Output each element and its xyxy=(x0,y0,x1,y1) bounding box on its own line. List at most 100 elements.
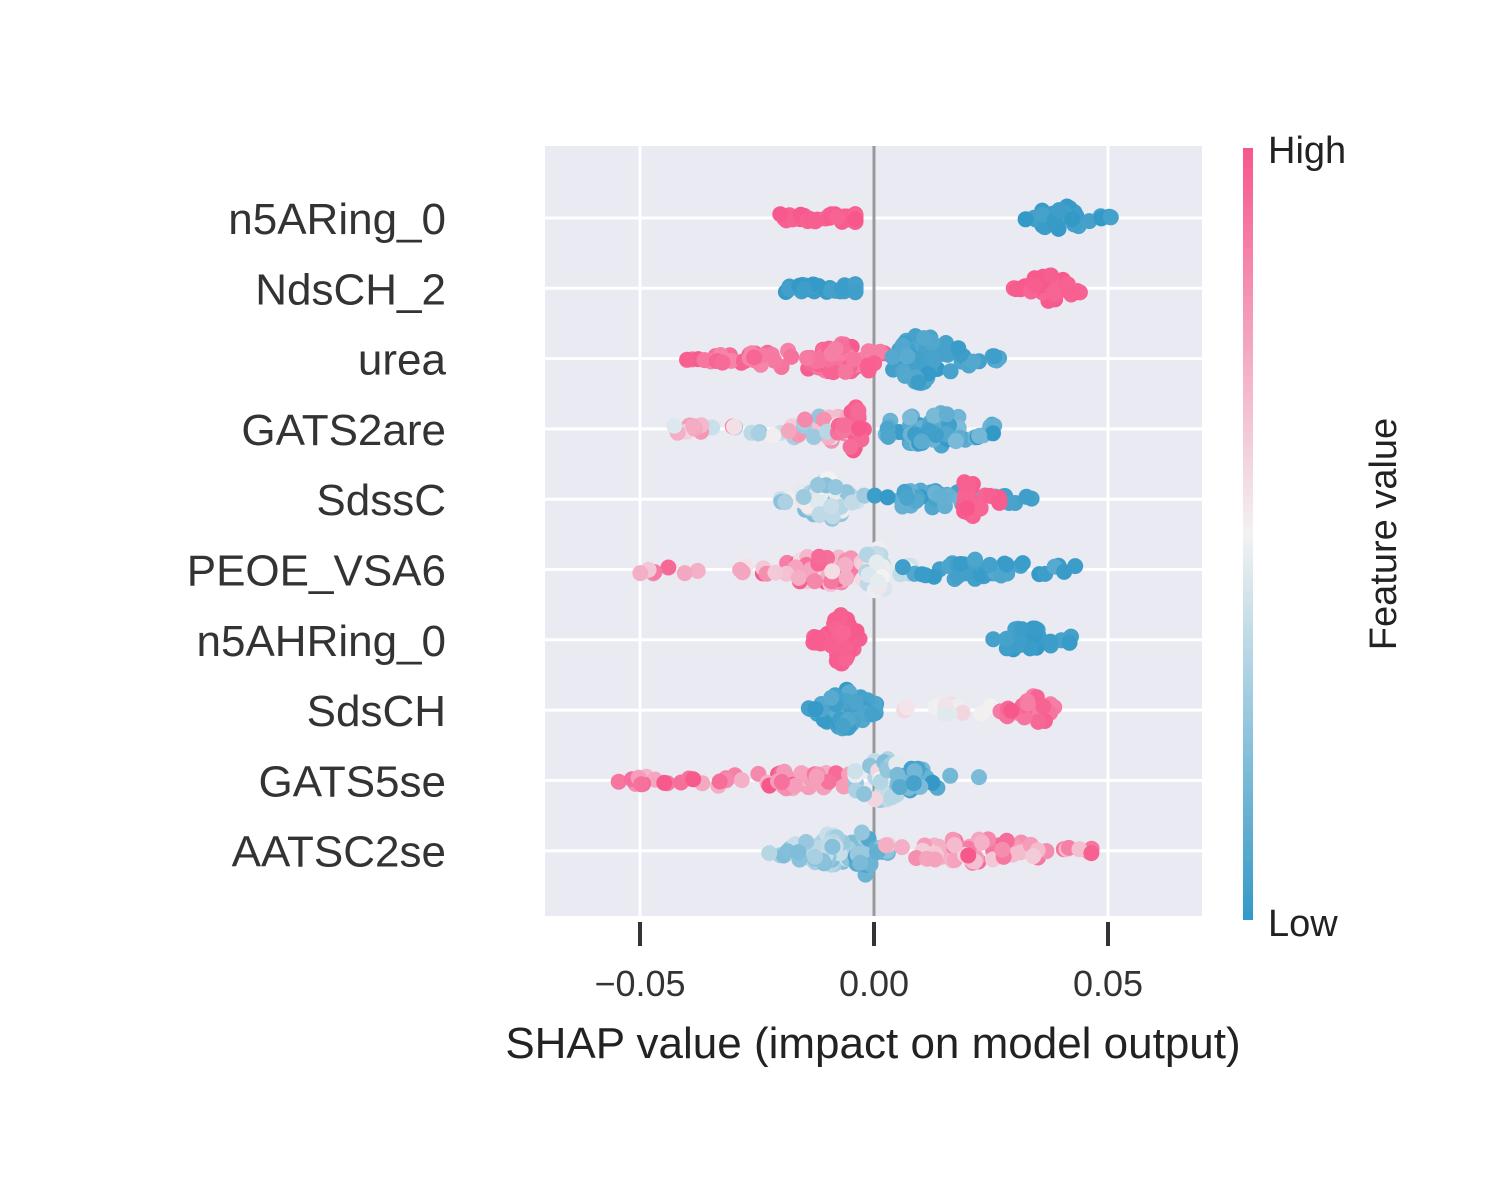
shap-point xyxy=(1061,634,1078,651)
shap-point xyxy=(847,693,864,710)
shap-point xyxy=(864,706,881,723)
shap-point xyxy=(772,206,789,223)
shap-point xyxy=(847,763,863,780)
shap-point xyxy=(765,427,782,444)
feature-label: SdsCH xyxy=(307,687,446,736)
shap-point xyxy=(815,411,832,428)
shap-point xyxy=(981,556,998,573)
shap-point xyxy=(837,557,854,573)
shap-point xyxy=(853,824,870,841)
shap-point xyxy=(746,349,763,366)
colorbar-low-label: Low xyxy=(1268,903,1338,945)
shap-point xyxy=(848,623,865,640)
shap-point xyxy=(868,554,885,571)
shap-point xyxy=(807,701,824,718)
shap-point xyxy=(845,351,862,368)
shap-point xyxy=(1016,709,1033,726)
x-axis-ticks: −0.05 0.00 0.05 xyxy=(594,922,1143,1004)
feature-label: GATS5se xyxy=(259,757,446,806)
shap-point xyxy=(656,774,673,791)
shap-point xyxy=(633,776,650,793)
shap-point xyxy=(950,340,967,357)
shap-point xyxy=(835,778,852,795)
shap-point xyxy=(632,565,649,582)
shap-point xyxy=(1025,848,1042,865)
shap-point xyxy=(835,625,852,641)
shap-point xyxy=(714,354,731,371)
shap-point xyxy=(808,493,825,510)
shap-point xyxy=(949,568,966,585)
shap-point xyxy=(1018,488,1035,505)
shap-point xyxy=(847,283,864,300)
shap-point xyxy=(891,779,908,795)
shap-point xyxy=(726,418,743,435)
shap-point xyxy=(733,772,750,789)
shap-point xyxy=(1026,277,1043,294)
shap-point xyxy=(1034,206,1051,223)
shap-point xyxy=(869,573,886,590)
shap-point xyxy=(811,352,828,369)
shap-point xyxy=(916,330,933,347)
shap-point xyxy=(732,561,749,578)
colorbar-high-label: High xyxy=(1268,130,1346,172)
shap-point xyxy=(1071,841,1088,858)
shap-point xyxy=(824,838,841,855)
shap-point xyxy=(914,566,930,583)
shap-point xyxy=(610,773,627,790)
shap-point xyxy=(899,489,915,506)
shap-point xyxy=(807,213,824,230)
shap-point xyxy=(952,556,969,572)
feature-label: NdsCH_2 xyxy=(255,265,446,314)
shap-point xyxy=(811,506,828,523)
shap-point xyxy=(965,353,982,370)
shap-point xyxy=(967,551,984,568)
shap-point xyxy=(827,479,844,496)
feature-label: AATSC2se xyxy=(232,828,446,877)
shap-point xyxy=(1051,202,1067,219)
shap-point xyxy=(1045,284,1062,301)
shap-point xyxy=(660,559,677,576)
shap-point xyxy=(998,556,1015,573)
shap-point xyxy=(795,489,812,505)
shap-point xyxy=(905,775,922,792)
beeswarm-points xyxy=(610,198,1119,883)
shap-point xyxy=(866,487,883,504)
feature-label: SdssC xyxy=(316,476,446,525)
shap-point xyxy=(856,786,873,802)
shap-point xyxy=(685,418,702,435)
shap-point xyxy=(960,477,977,494)
shap-point xyxy=(796,281,813,298)
shap-point xyxy=(696,352,713,369)
shap-point xyxy=(896,366,913,382)
colorbar-title: Feature value xyxy=(1363,418,1405,650)
shap-point xyxy=(851,420,867,437)
shap-point xyxy=(937,335,954,351)
shap-point xyxy=(860,343,877,360)
shap-point xyxy=(1027,620,1044,637)
shap-point xyxy=(998,630,1015,647)
shap-point xyxy=(824,563,841,580)
shap-point xyxy=(809,477,826,494)
shap-point xyxy=(843,494,860,511)
shap-point xyxy=(946,837,963,854)
shap-point xyxy=(823,637,840,654)
shap-point xyxy=(837,363,854,380)
shap-point xyxy=(823,689,840,706)
shap-point xyxy=(971,769,987,786)
shap-point xyxy=(852,854,869,871)
shap-point xyxy=(894,559,911,576)
shap-point xyxy=(878,837,894,854)
shap-point xyxy=(1014,555,1031,572)
shap-point xyxy=(972,499,989,516)
shap-point xyxy=(823,498,840,515)
x-tick-label: 0.05 xyxy=(1073,963,1143,1004)
shap-point xyxy=(1019,695,1036,712)
shap-point xyxy=(820,773,837,790)
shap-point xyxy=(994,841,1011,858)
shap-point xyxy=(676,565,693,582)
shap-point xyxy=(942,767,959,784)
shap-point xyxy=(937,706,954,723)
shap-point xyxy=(991,494,1008,511)
